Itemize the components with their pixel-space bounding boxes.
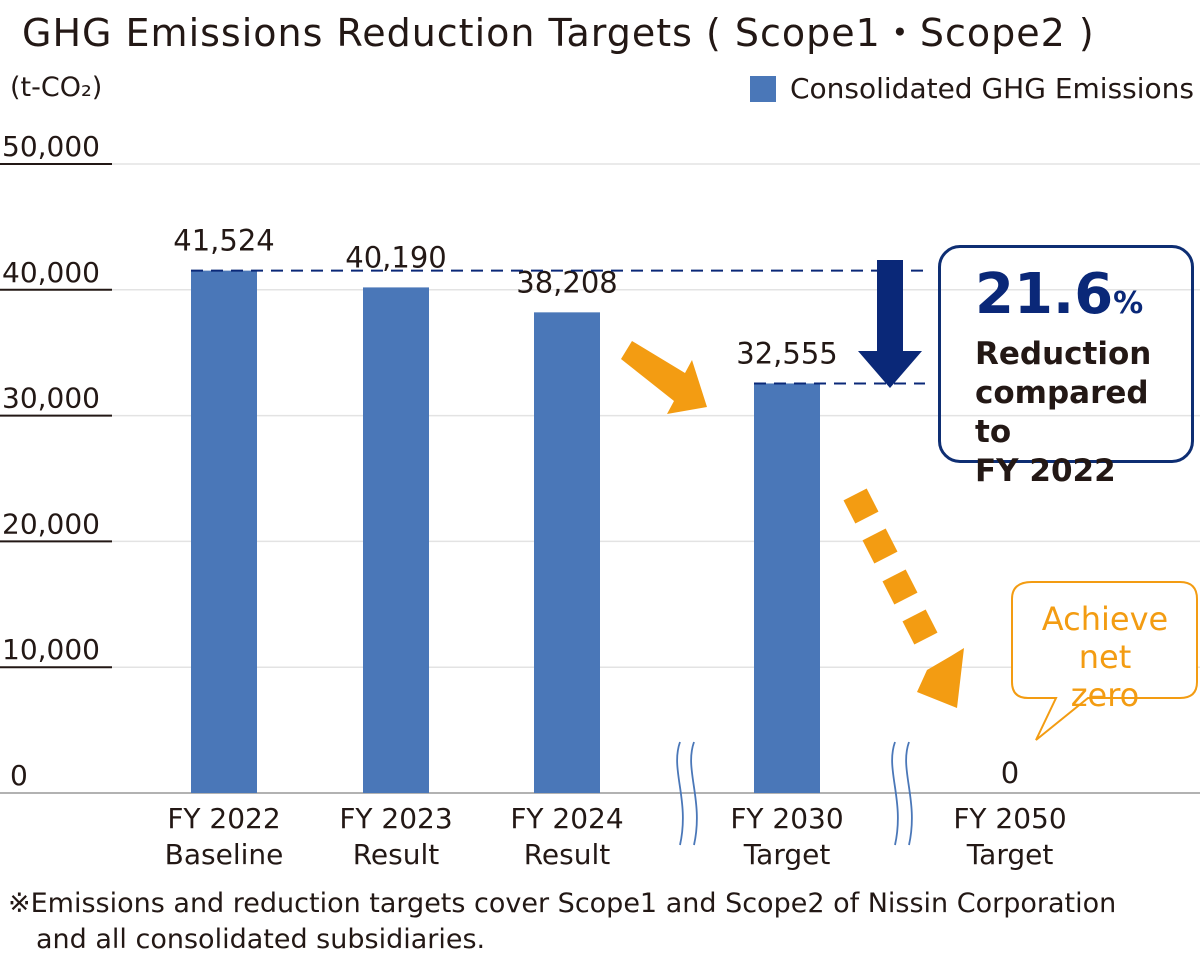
y-tick-label: 10,000 (2, 633, 100, 666)
legend: Consolidated GHG Emissions (749, 72, 1194, 105)
chart-title: GHG Emissions Reduction Targets ( Scope1… (22, 11, 1095, 55)
callout-line: FY 2022 (975, 453, 1116, 489)
data-label: 0 (1001, 756, 1019, 790)
reduction-callout: 21.6% Reduction compared to FY 2022 (938, 245, 1194, 489)
net-zero-line: Achieve (1041, 600, 1169, 638)
x-tick-label: Baseline (165, 838, 284, 871)
y-tick-label: 30,000 (2, 382, 100, 415)
footnote-line: and all consolidated subsidiaries. (36, 924, 486, 955)
x-tick-label: Result (353, 838, 440, 871)
bar (534, 312, 600, 793)
x-tick-label: Target (966, 838, 1054, 871)
reduction-value: 21.6 (975, 262, 1114, 327)
bar (754, 383, 820, 793)
y-tick-label: 50,000 (2, 130, 100, 163)
y-tick-label: 40,000 (2, 256, 100, 289)
x-tick-label: Target (743, 838, 831, 871)
dotted-arrow-head-icon (917, 648, 964, 708)
axis-break-mark (690, 741, 698, 846)
x-tick-label: FY 2050 (953, 802, 1066, 835)
net-zero-line: net zero (1070, 638, 1140, 714)
bar (191, 270, 257, 794)
dotted-arrow-segment (882, 569, 918, 605)
footnote: ※Emissions and reduction targets cover S… (8, 886, 1198, 958)
net-zero-bubble (1011, 581, 1198, 741)
reduction-unit: % (1113, 286, 1144, 321)
data-label: 32,555 (736, 336, 837, 370)
down-arrow-icon (858, 260, 922, 388)
bar (363, 287, 429, 793)
x-tick-label: FY 2024 (510, 802, 623, 835)
axis-break-mark (676, 741, 684, 846)
x-tick-label: FY 2023 (339, 802, 452, 835)
legend-label: Consolidated GHG Emissions (789, 72, 1194, 105)
x-tick-label: FY 2030 (730, 802, 843, 835)
net-zero-text: Achieve net zero (1040, 600, 1170, 714)
y-axis-unit: (t-CO₂) (10, 72, 103, 103)
axis-break-mark (905, 741, 913, 846)
dotted-arrow-segment (902, 609, 938, 645)
footnote-line: ※Emissions and reduction targets cover S… (8, 888, 1117, 919)
data-label: 40,190 (345, 240, 446, 274)
callout-line: Reduction (975, 336, 1152, 372)
callout-line: compared to (975, 375, 1149, 450)
data-label: 41,524 (173, 224, 274, 258)
dotted-arrow-segment (862, 528, 898, 564)
y-tick-label: 20,000 (2, 507, 100, 540)
orange-arrow-icon (621, 341, 707, 414)
dotted-arrow-segment (843, 488, 879, 524)
legend-swatch (749, 75, 776, 102)
x-tick-label: Result (524, 838, 611, 871)
axis-break-mark (891, 741, 899, 846)
y-tick-label: 0 (10, 759, 28, 792)
x-tick-label: FY 2022 (167, 802, 280, 835)
